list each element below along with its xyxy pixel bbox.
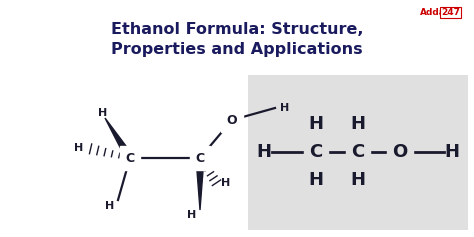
Text: H: H [445,143,459,161]
Text: C: C [195,151,205,164]
Text: H: H [281,103,290,113]
Text: H: H [187,210,197,220]
Text: C: C [351,143,365,161]
Text: C: C [310,143,323,161]
Polygon shape [196,158,204,210]
Polygon shape [105,118,133,160]
Text: H: H [221,178,231,188]
Text: H: H [309,115,323,133]
Text: H: H [350,115,365,133]
Text: 247: 247 [441,8,460,17]
Text: O: O [392,143,408,161]
Text: Ethanol Formula: Structure,: Ethanol Formula: Structure, [111,22,363,37]
Bar [248,75,468,230]
Text: H: H [105,201,115,211]
Text: H: H [309,171,323,189]
Text: Properties and Applications: Properties and Applications [111,42,363,57]
Text: C: C [126,151,135,164]
Text: H: H [99,108,108,118]
Text: H: H [350,171,365,189]
Text: O: O [227,114,237,127]
Text: H: H [256,143,272,161]
Text: Adda: Adda [420,8,446,17]
Text: H: H [74,143,83,153]
